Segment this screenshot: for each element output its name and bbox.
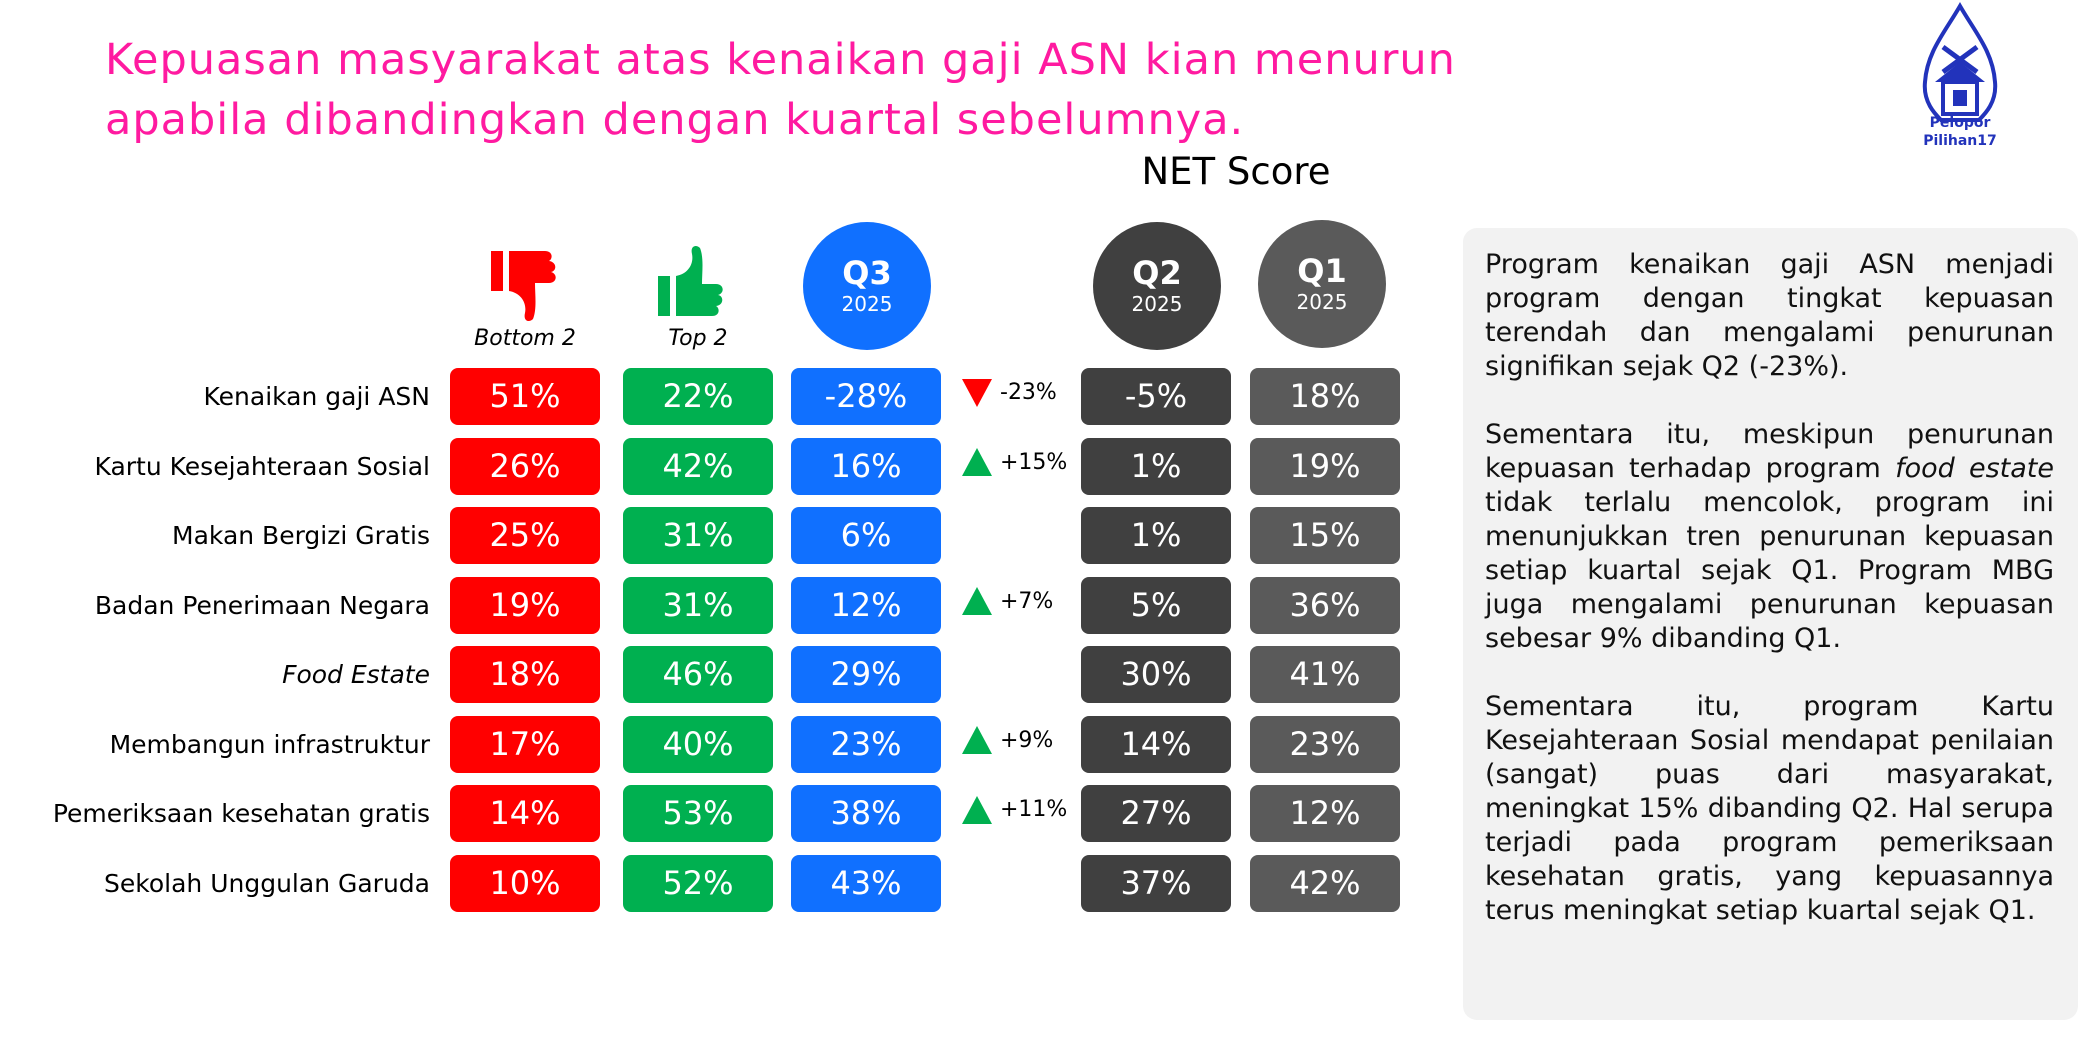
cell-q1: 15% xyxy=(1250,507,1400,564)
cell-q3: 38% xyxy=(791,785,941,842)
pelopor-pilihan17-logo xyxy=(1922,2,1998,122)
cell-q2: 14% xyxy=(1081,715,1231,773)
thumbs-up-icon xyxy=(658,246,723,316)
cell-top2: 46% xyxy=(623,646,773,703)
cell-q2: 37% xyxy=(1081,854,1231,912)
cell-q3: 29% xyxy=(791,646,941,703)
cell-bottom2: 14% xyxy=(450,785,600,842)
cell-q1: 42% xyxy=(1250,854,1400,912)
insight-paragraph-3: Sementara itu, program Kartu Kesejahtera… xyxy=(1485,691,2054,926)
cell-bottom2: 18% xyxy=(450,646,600,703)
q1-label: Q1 xyxy=(1297,252,1347,290)
delta-change: +9% xyxy=(962,712,1053,769)
cell-bottom2: 26% xyxy=(450,437,600,495)
q3-label: Q3 xyxy=(842,254,892,292)
cell-q3: 43% xyxy=(791,854,941,912)
cell-q3: 23% xyxy=(791,715,941,773)
cell-bottom2: 19% xyxy=(450,576,600,634)
cell-bottom2: 17% xyxy=(450,715,600,773)
cell-bottom2: 10% xyxy=(450,854,600,912)
cell-q2: 1% xyxy=(1081,507,1231,564)
cell-top2: 40% xyxy=(623,715,773,773)
cell-q1: 36% xyxy=(1250,576,1400,634)
row-label: Kartu Kesejahteraan Sosial xyxy=(94,451,431,481)
row-label: Kenaikan gaji ASN xyxy=(203,382,431,411)
q2-2025-header: Q2 2025 xyxy=(1093,222,1221,350)
cell-q1: 23% xyxy=(1250,715,1400,773)
row-label: Makan Bergizi Gratis xyxy=(172,521,430,550)
delta-change: +15% xyxy=(962,434,1067,491)
cell-bottom2: 25% xyxy=(450,507,600,564)
thumbs-down-icon xyxy=(491,251,556,321)
cell-q2: -5% xyxy=(1081,368,1231,425)
row-label: Badan Penerimaan Negara xyxy=(94,590,430,620)
triangle-up-icon xyxy=(962,726,992,754)
row-label: Sekolah Unggulan Garuda xyxy=(104,868,430,898)
row-label: Pemeriksaan kesehatan gratis xyxy=(52,799,430,828)
cell-q1: 41% xyxy=(1250,646,1400,703)
cell-top2: 31% xyxy=(623,507,773,564)
logo-text-line2: Pilihan17 xyxy=(1923,133,1997,149)
cell-q1: 18% xyxy=(1250,368,1400,425)
triangle-up-icon xyxy=(962,795,992,824)
insight-paragraph-1: Program kenaikan gaji ASN menjadi progra… xyxy=(1485,249,2054,382)
cell-top2: 31% xyxy=(623,576,773,634)
q2-year: 2025 xyxy=(1131,292,1183,316)
q2-label: Q2 xyxy=(1132,254,1182,292)
cell-q3: -28% xyxy=(791,368,941,425)
bottom2-label: Bottom 2 xyxy=(474,326,576,351)
cell-q2: 30% xyxy=(1081,646,1231,703)
cell-q2: 5% xyxy=(1081,576,1231,634)
q1-2025-header: Q1 2025 xyxy=(1258,220,1386,348)
delta-value: +11% xyxy=(1000,797,1068,822)
cell-top2: 52% xyxy=(623,854,773,912)
insight-paragraph-2: Sementara itu, meskipun penurunan kepuas… xyxy=(1485,419,2055,654)
delta-value: -23% xyxy=(1000,380,1057,405)
cell-top2: 22% xyxy=(623,368,773,425)
net-score-label: NET Score xyxy=(1141,150,1331,193)
row-label: Food Estate xyxy=(282,660,430,689)
delta-value: +9% xyxy=(1000,727,1054,753)
cell-bottom2: 51% xyxy=(450,368,600,425)
cell-top2: 42% xyxy=(623,437,773,495)
q1-year: 2025 xyxy=(1296,290,1348,314)
q3-2025-header: Q3 2025 xyxy=(803,222,931,350)
cell-q1: 19% xyxy=(1250,437,1400,495)
cell-q2: 27% xyxy=(1081,785,1231,842)
page-title: Kepuasan masyarakat atas kenaikan gaji A… xyxy=(105,35,1456,145)
row-label: Membangun infrastruktur xyxy=(109,729,430,759)
triangle-up-icon xyxy=(962,587,992,615)
q3-year: 2025 xyxy=(841,292,893,316)
delta-value: +15% xyxy=(1000,449,1068,475)
delta-change: +11% xyxy=(962,781,1067,838)
cell-q3: 6% xyxy=(791,507,941,564)
logo-text-line1: Pelopor xyxy=(1929,115,1991,131)
triangle-down-icon xyxy=(962,378,992,407)
delta-change: +7% xyxy=(962,573,1053,630)
cell-q3: 16% xyxy=(791,437,941,495)
delta-change: -23% xyxy=(962,364,1057,421)
cell-q3: 12% xyxy=(791,576,941,634)
top2-label: Top 2 xyxy=(668,326,728,351)
cell-q1: 12% xyxy=(1250,785,1400,842)
delta-value: +7% xyxy=(1000,588,1054,614)
cell-top2: 53% xyxy=(623,785,773,842)
triangle-up-icon xyxy=(962,448,992,476)
insight-panel: Program kenaikan gaji ASN menjadi progra… xyxy=(1463,228,2078,1020)
cell-q2: 1% xyxy=(1081,437,1231,495)
